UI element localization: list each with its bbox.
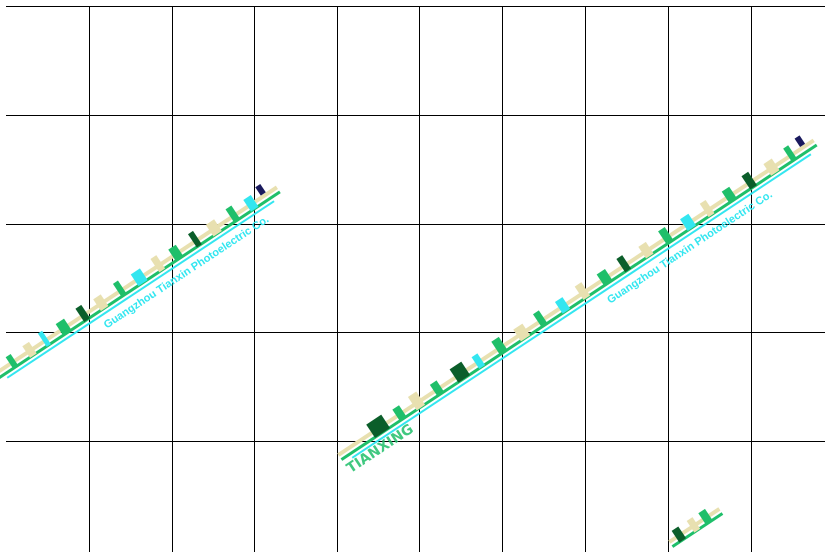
grid-lines: [6, 6, 825, 552]
grid-canvas: Guangzhou Tianxin Photoelectric Co.: [0, 6, 825, 552]
